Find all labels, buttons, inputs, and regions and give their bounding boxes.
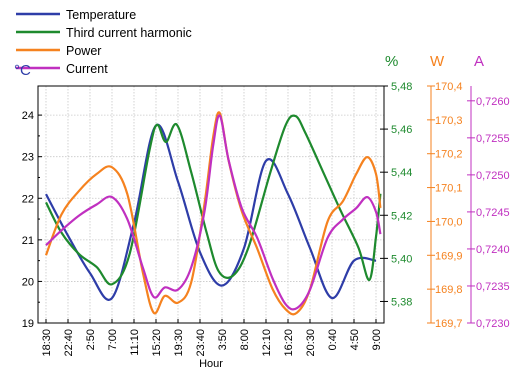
pct-tick-label: 5,48 xyxy=(391,81,412,93)
x-tick-label: 4:50 xyxy=(349,329,361,350)
left-axis: 19 20 21 22 23 24 xyxy=(22,110,42,330)
legend-label: Power xyxy=(66,44,101,58)
legend-label: Temperature xyxy=(66,8,136,22)
pct-unit-label: % xyxy=(385,53,398,70)
pct-tick-label: 5,38 xyxy=(391,296,412,308)
pct-tick-label: 5,42 xyxy=(391,210,412,222)
watt-tick-label: 169,7 xyxy=(435,318,463,330)
axis-units: °C% W A xyxy=(14,53,484,79)
temp-unit-label: °C xyxy=(14,62,31,79)
y-tick-label: 23 xyxy=(22,152,34,164)
amp-tick-label: 0,7235 xyxy=(476,281,510,293)
watt-tick-label: 170,0 xyxy=(435,216,463,228)
amp-tick-label: 0,7260 xyxy=(476,96,510,108)
legend-label: Current xyxy=(66,62,108,76)
x-tick-label: 18:30 xyxy=(41,329,53,357)
x-tick-label: 12:10 xyxy=(261,329,273,357)
watt-unit-label: W xyxy=(430,53,445,70)
x-tick-label: 23:40 xyxy=(195,329,207,357)
x-tick-label: 15:20 xyxy=(151,329,163,357)
watt-tick-label: 170,3 xyxy=(435,115,463,127)
y-tick-label: 22 xyxy=(22,193,34,205)
amp-tick-label: 0,7255 xyxy=(476,133,510,145)
y-tick-label: 20 xyxy=(22,276,34,288)
x-tick-label: 20:30 xyxy=(305,329,317,357)
x-tick-label: 9:00 xyxy=(371,329,383,350)
series-line-current xyxy=(45,114,382,311)
x-axis: 18:30 22:40 2:50 7:00 11:10 15:20 19:30 23:40 3:… xyxy=(41,319,383,357)
x-tick-label: 3:50 xyxy=(217,329,229,350)
amp-unit-label: A xyxy=(474,53,484,70)
x-tick-label: 2:50 xyxy=(85,329,97,350)
y-tick-label: 24 xyxy=(22,110,34,122)
amp-tick-label: 0,7240 xyxy=(476,244,510,256)
legend: Temperature Third current harmonic Power Cu… xyxy=(16,8,192,76)
amp-tick-label: 0,7250 xyxy=(476,170,510,182)
watt-tick-label: 170,2 xyxy=(435,149,463,161)
x-axis-label: Hour xyxy=(199,358,223,369)
plot-frame xyxy=(37,85,385,324)
pct-tick-label: 5,46 xyxy=(391,124,412,136)
x-tick-label: 7:00 xyxy=(107,329,119,350)
x-tick-label: 8:00 xyxy=(239,329,251,350)
right-axes: 5,38 5,40 5,42 5,44 5,46 5,48 169,7 169,8 169,9 1… xyxy=(380,81,510,330)
watt-tick-label: 169,8 xyxy=(435,284,463,296)
series-line-power xyxy=(44,111,382,316)
x-tick-label: 0:40 xyxy=(327,329,339,350)
pct-tick-label: 5,40 xyxy=(391,253,412,265)
y-tick-label: 21 xyxy=(22,235,34,247)
series-lines xyxy=(44,111,382,316)
x-tick-label: 19:30 xyxy=(173,329,185,357)
amp-tick-label: 0,7230 xyxy=(476,318,510,330)
series-line-third-current-harmonic xyxy=(45,114,382,286)
watt-tick-label: 170,4 xyxy=(435,81,463,93)
x-tick-label: 22:40 xyxy=(63,329,75,357)
amp-tick-label: 0,7245 xyxy=(476,207,510,219)
x-tick-label: 11:10 xyxy=(129,329,141,356)
watt-tick-label: 170,1 xyxy=(435,183,463,195)
legend-label: Third current harmonic xyxy=(66,26,192,40)
pct-tick-label: 5,44 xyxy=(391,167,412,179)
x-tick-label: 16:20 xyxy=(283,329,295,357)
watt-tick-label: 169,9 xyxy=(435,250,463,262)
grid xyxy=(38,86,384,324)
y-tick-label: 19 xyxy=(22,318,34,330)
